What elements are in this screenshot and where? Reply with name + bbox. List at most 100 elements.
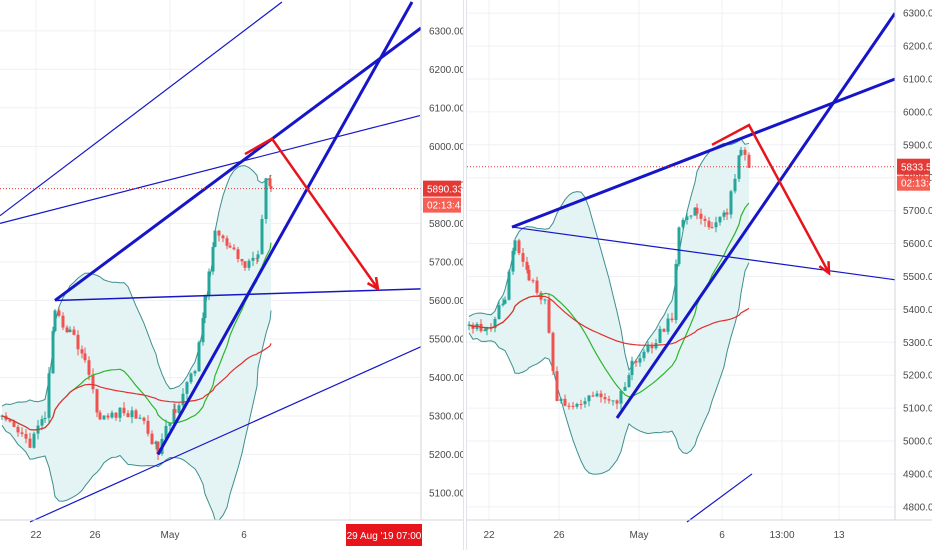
left-chart-panel[interactable]: 6300.006200.006100.006000.005900.005800.… [0, 0, 463, 550]
price-tick-label: 5000.00 [903, 437, 932, 448]
candle-body [232, 247, 236, 250]
candle-body [615, 400, 619, 404]
candle-body [737, 155, 741, 179]
price-tick-label: 5700.00 [903, 206, 932, 217]
candle-body [197, 342, 201, 372]
candle-body [189, 373, 193, 383]
trend-line [156, 1, 414, 456]
candle-body [61, 315, 65, 328]
candle-body [485, 328, 489, 330]
time-tick-label: 26 [553, 530, 565, 541]
candle-body [16, 426, 20, 433]
candle-body [134, 410, 138, 419]
candle-body [583, 401, 587, 405]
candle-body [251, 257, 255, 261]
price-axis-bg [421, 0, 463, 550]
candle-body [507, 271, 511, 300]
price-tick-label: 5100.00 [429, 489, 463, 500]
price-tick-label: 5100.00 [903, 404, 932, 415]
candle-body [685, 216, 689, 220]
candle-body [718, 216, 722, 223]
candle-body [243, 261, 247, 268]
candle-body [172, 409, 176, 423]
candle-body [725, 212, 729, 215]
projection-arrow-head [818, 261, 831, 276]
time-tick-label: 22 [483, 530, 495, 541]
candle-body [747, 154, 751, 168]
candle-body [670, 318, 674, 321]
candle-body [53, 310, 57, 332]
time-tick-label: 22 [30, 530, 42, 541]
price-tick-label: 6100.00 [429, 103, 463, 114]
candle-body [164, 425, 168, 439]
trend-line [615, 12, 897, 419]
candle-body [714, 222, 718, 228]
date-marker-label: 29 Aug '19 07:00 [347, 531, 422, 542]
price-tick-label: 5500.00 [903, 272, 932, 283]
candle-body [114, 412, 118, 418]
candle-body [72, 329, 76, 335]
candle-body [689, 215, 693, 217]
price-tick-label: 5600.00 [429, 296, 463, 307]
candle-body [217, 230, 221, 236]
candle-body [236, 249, 240, 259]
candle-body [181, 393, 185, 406]
candle-body [8, 419, 12, 422]
price-tick-label: 4800.00 [903, 502, 932, 513]
candle-body [567, 405, 571, 407]
candle-body [269, 186, 273, 189]
right-chart-panel[interactable]: 6300.006200.006100.006000.005900.005800.… [467, 0, 932, 550]
candle-body [256, 254, 260, 259]
candle-body [710, 227, 714, 229]
price-tick-label: 5500.00 [429, 334, 463, 345]
time-tick-label: May [161, 530, 180, 541]
right-chart[interactable]: 6300.006200.006100.006000.005900.005800.… [467, 0, 932, 550]
candle-body [535, 280, 539, 293]
candle-body [681, 219, 685, 228]
price-tick-label: 5600.00 [903, 239, 932, 250]
candle-body [122, 407, 126, 414]
candle-body [106, 415, 110, 418]
candle-body [525, 261, 529, 270]
candle-body [603, 397, 607, 400]
candle-body [571, 405, 575, 407]
candle-body [211, 246, 215, 272]
price-tick-label: 6000.00 [429, 142, 463, 153]
candle-body [497, 305, 501, 319]
price-tick-label: 5900.00 [903, 140, 932, 151]
ma-slow-line [1, 343, 272, 431]
price-tag-label: 5833.5 [901, 163, 932, 174]
bollinger-lower [468, 262, 750, 475]
price-tick-label: 5400.00 [903, 305, 932, 316]
candle-body [543, 299, 547, 301]
candle-body [517, 240, 521, 254]
price-tick-label: 6200.00 [903, 42, 932, 53]
projection-arrow-head [366, 276, 380, 292]
ma-slow-line [468, 295, 750, 346]
candle-body [627, 375, 631, 387]
candle-body [521, 253, 525, 262]
candle-body [83, 353, 87, 361]
candle-body [579, 403, 583, 405]
candle-body [646, 345, 650, 352]
projection-arrow [244, 137, 380, 290]
price-tick-label: 5800.00 [429, 219, 463, 230]
candle-body [193, 371, 197, 374]
candle-body [154, 441, 158, 445]
candle-body [65, 327, 69, 333]
bollinger-lower [1, 310, 272, 521]
candle-body [247, 260, 251, 268]
left-chart[interactable]: 6300.006200.006100.006000.005900.005800.… [0, 0, 463, 550]
candle-body [619, 390, 623, 404]
candle-body [146, 420, 150, 434]
trend-line [0, 1, 283, 217]
price-tick-label: 5200.00 [429, 450, 463, 461]
time-tick-label: 26 [89, 530, 101, 541]
candle-body [24, 433, 28, 439]
candle-body [173, 409, 177, 413]
price-tick-label: 6300.00 [429, 26, 463, 37]
time-tick-label: 13 [833, 530, 845, 541]
candle-body [587, 395, 591, 402]
panel-divider[interactable] [463, 0, 467, 550]
projection-arrow [711, 123, 831, 274]
